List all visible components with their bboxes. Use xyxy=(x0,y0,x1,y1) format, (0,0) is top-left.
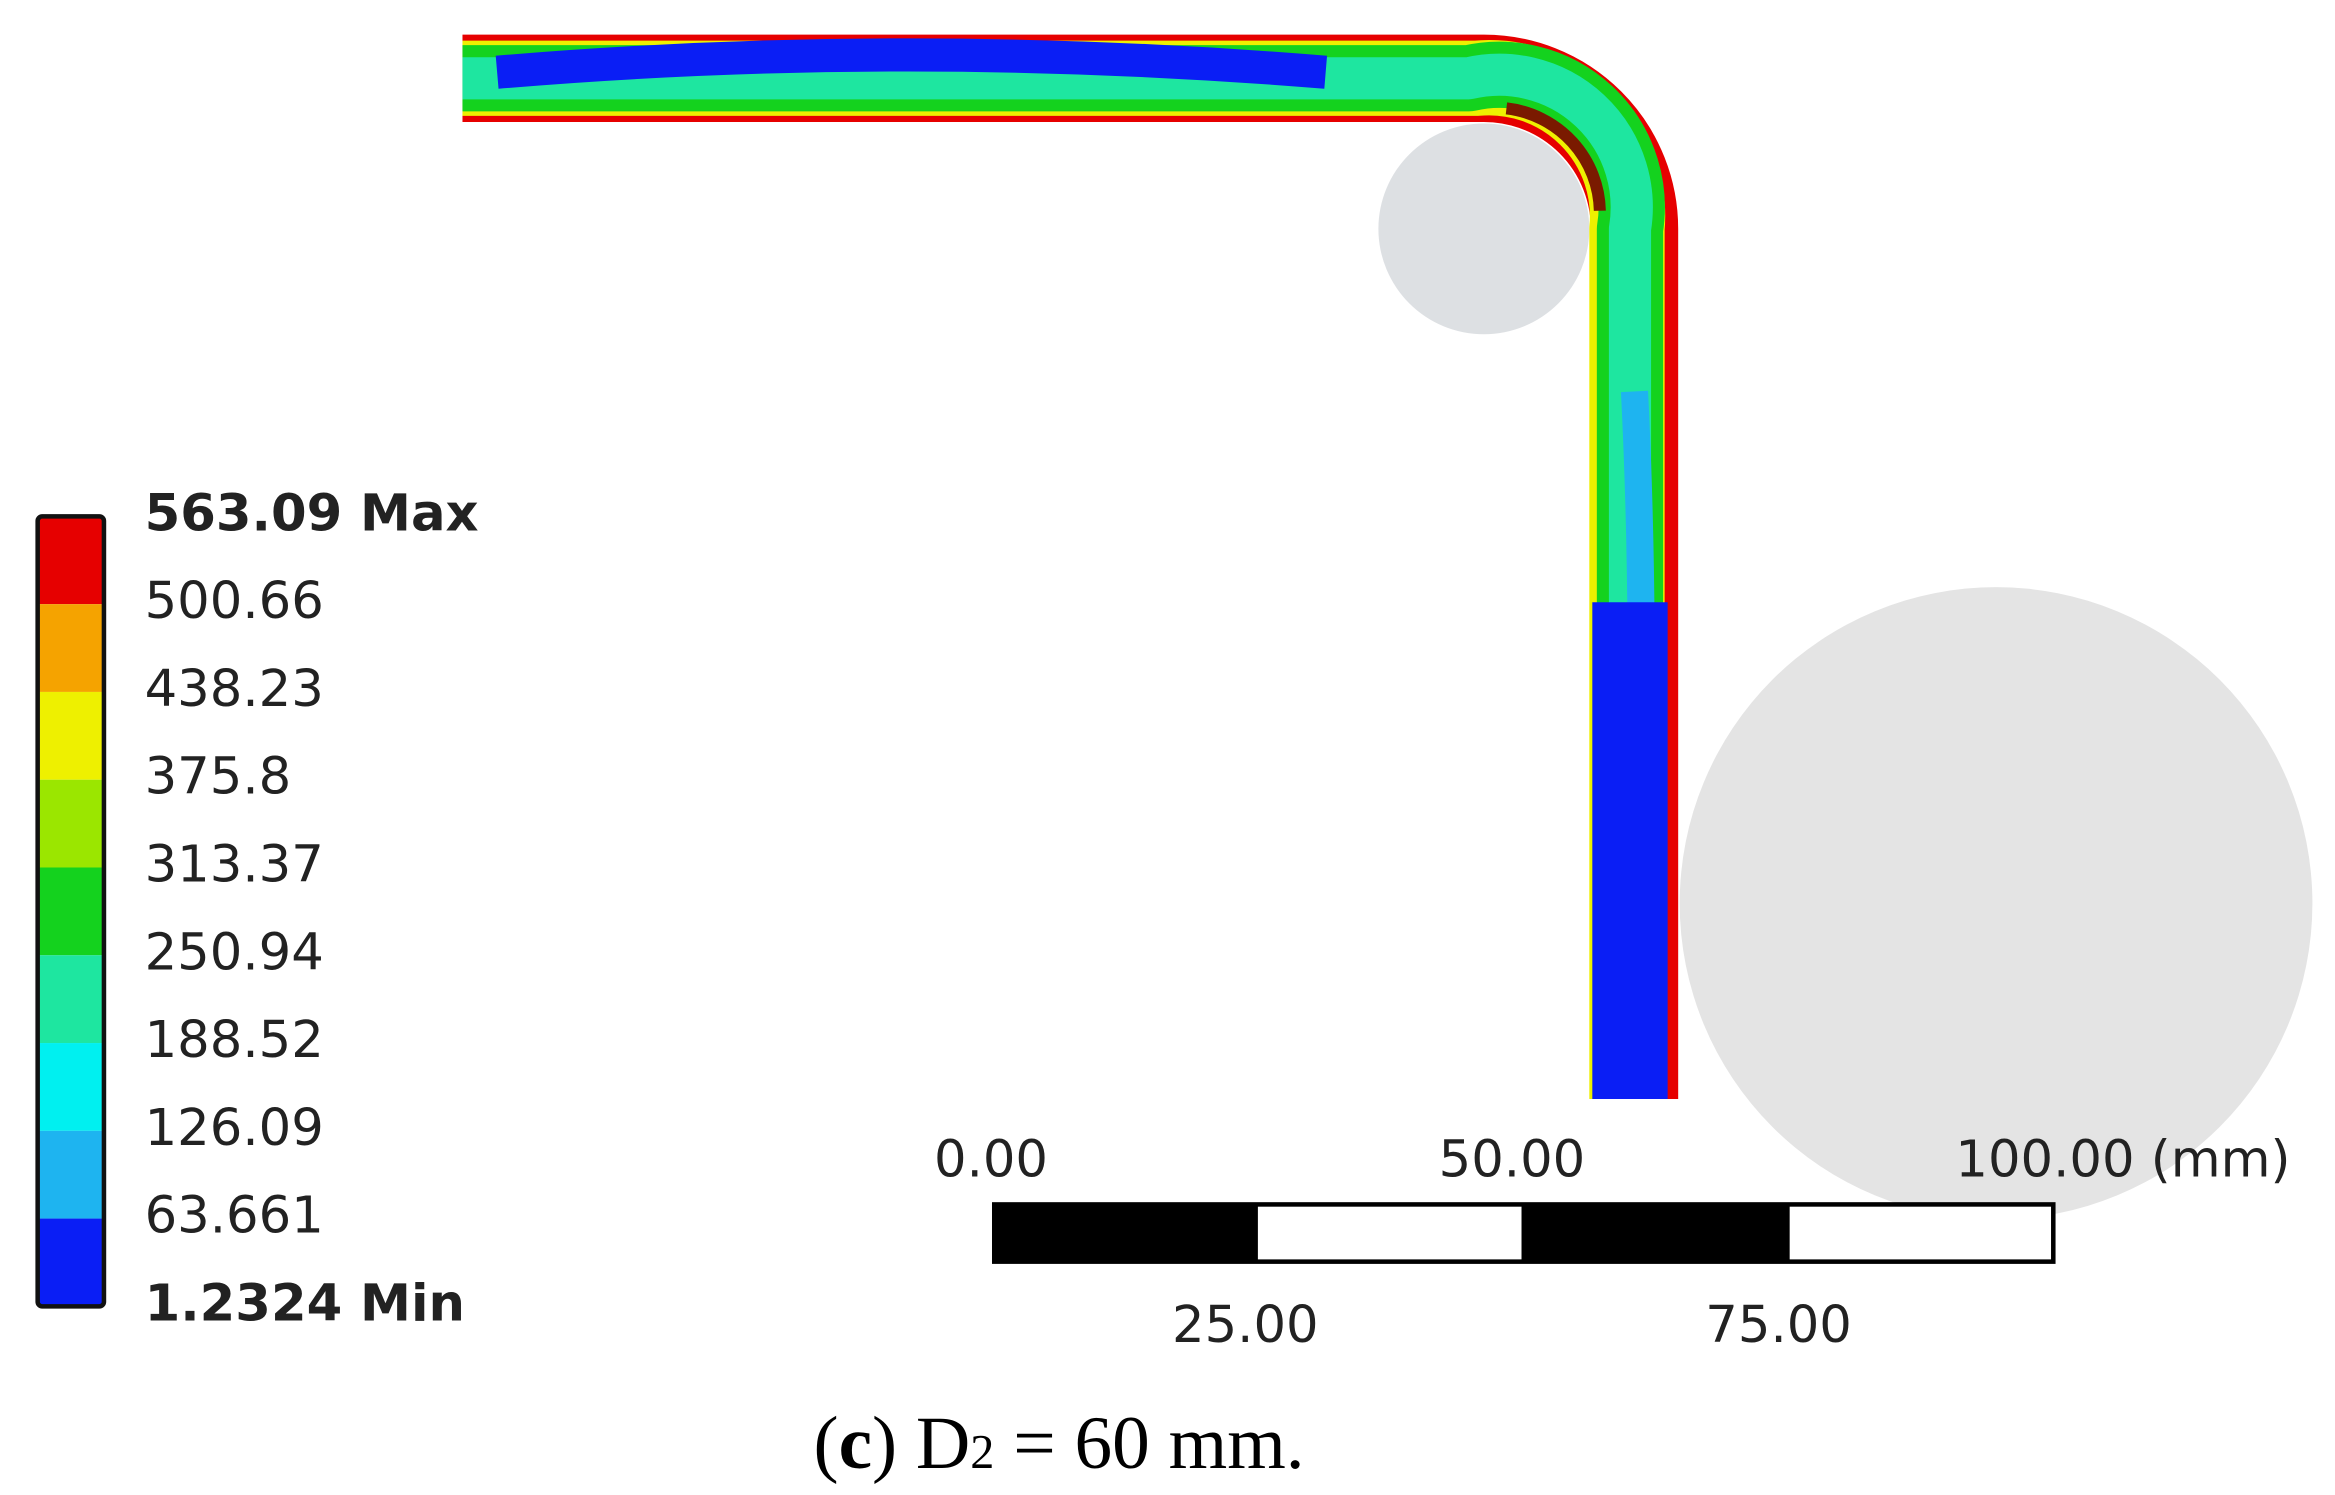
legend-swatch xyxy=(37,516,104,605)
legend-label: 375.8 xyxy=(145,747,292,807)
scale-label: 75.00 xyxy=(1705,1295,1852,1355)
legend-swatch xyxy=(37,867,104,956)
small-roller xyxy=(1378,123,1590,335)
caption-letter: c xyxy=(839,1402,872,1485)
legend-label: 250.94 xyxy=(145,922,324,982)
legend: 563.09 Max 500.66 438.23 375.8 313.37 250.94 1… xyxy=(35,483,479,1333)
legend-swatch xyxy=(37,1218,104,1307)
scale-label: 25.00 xyxy=(1172,1295,1319,1355)
large-roller xyxy=(1679,587,2313,1220)
legend-swatch xyxy=(37,1043,104,1131)
legend-swatch xyxy=(37,691,104,780)
legend-label: 313.37 xyxy=(145,835,324,895)
pipe-core xyxy=(495,38,1328,89)
legend-label: 438.23 xyxy=(145,659,324,719)
pipe-inner-edge xyxy=(1505,102,1606,212)
scale-label: 100.00 (mm) xyxy=(1955,1129,2290,1189)
legend-label: 563.09 Max xyxy=(145,483,479,543)
caption: (c) D2 = 60 mm. xyxy=(813,1402,1304,1485)
legend-frame xyxy=(35,514,107,1309)
legend-swatch xyxy=(37,604,104,692)
scale-label: 0.00 xyxy=(934,1129,1048,1189)
legend-swatch xyxy=(37,779,104,868)
scale-bar-segment xyxy=(994,1204,1258,1262)
legend-label: 188.52 xyxy=(145,1010,324,1070)
caption-part: = 60 mm. xyxy=(994,1402,1304,1485)
legend-label: 1.2324 Min xyxy=(145,1273,465,1333)
legend-label: 63.661 xyxy=(145,1186,324,1246)
scale-bar-segment xyxy=(1521,1204,1790,1262)
legend-swatch xyxy=(37,1130,104,1219)
pipe xyxy=(462,34,1679,1100)
scale-bar: 0.00 50.00 100.00 (mm) 25.00 75.00 xyxy=(934,1129,2291,1355)
legend-swatch xyxy=(37,955,104,1044)
legend-label: 126.09 xyxy=(145,1098,324,1158)
caption-part: ( xyxy=(813,1402,838,1485)
legend-label: 500.66 xyxy=(145,571,324,631)
caption-part: ) D xyxy=(872,1402,970,1485)
scale-label: 50.00 xyxy=(1439,1129,1586,1189)
pipe-band xyxy=(462,53,1653,1100)
caption-subscript: 2 xyxy=(970,1426,994,1479)
